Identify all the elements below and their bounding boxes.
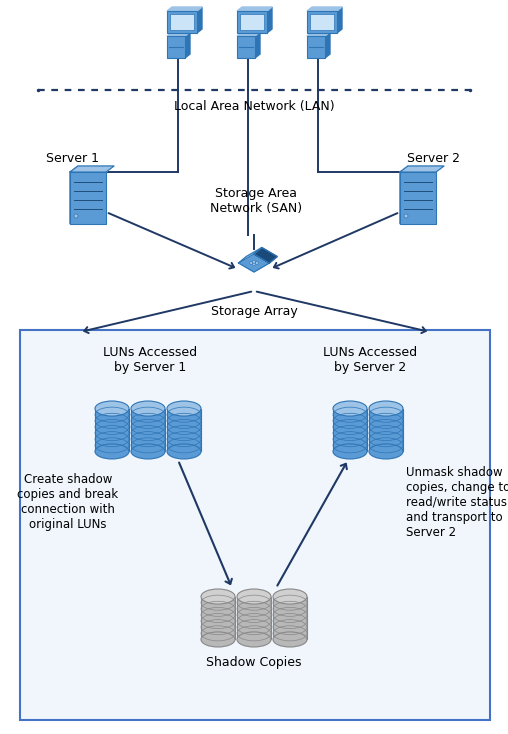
Polygon shape (267, 7, 272, 33)
Ellipse shape (95, 401, 129, 416)
Bar (237, 597, 271, 639)
Bar (310, 14, 334, 30)
Text: Storage Array: Storage Array (211, 305, 297, 318)
Bar (240, 14, 264, 30)
Ellipse shape (273, 589, 307, 604)
Ellipse shape (369, 401, 403, 416)
Ellipse shape (131, 401, 165, 416)
Bar (167, 409, 201, 451)
Text: Local Area Network (LAN): Local Area Network (LAN) (174, 100, 334, 113)
Polygon shape (167, 32, 190, 36)
Bar (131, 409, 165, 451)
Polygon shape (239, 247, 262, 263)
Text: LUNs Accessed
by Server 2: LUNs Accessed by Server 2 (323, 346, 417, 374)
Polygon shape (307, 7, 342, 11)
Text: Shadow Copies: Shadow Copies (206, 656, 302, 669)
Ellipse shape (333, 444, 367, 459)
Bar (307, 11, 337, 33)
Circle shape (252, 263, 256, 266)
Polygon shape (325, 32, 330, 58)
Polygon shape (70, 166, 114, 172)
Polygon shape (307, 32, 330, 36)
Text: Unmask shadow
copies, change to
read/write status,
and transport to
Server 2: Unmask shadow copies, change to read/wri… (406, 465, 508, 539)
Polygon shape (197, 7, 202, 33)
Circle shape (256, 261, 258, 264)
Bar (369, 409, 403, 451)
Text: Create shadow
copies and break
connection with
original LUNs: Create shadow copies and break connectio… (17, 473, 118, 531)
Circle shape (404, 214, 408, 218)
Bar (167, 36, 185, 58)
Bar (201, 597, 235, 639)
Bar (70, 172, 106, 224)
Ellipse shape (333, 401, 367, 416)
Bar (237, 11, 267, 33)
Polygon shape (237, 7, 272, 11)
Polygon shape (239, 254, 269, 272)
Text: LUNs Accessed
by Server 1: LUNs Accessed by Server 1 (103, 346, 197, 374)
Polygon shape (400, 166, 408, 224)
Ellipse shape (273, 632, 307, 647)
Text: Storage Area
Network (SAN): Storage Area Network (SAN) (210, 187, 302, 215)
Circle shape (74, 214, 78, 218)
Polygon shape (255, 32, 260, 58)
Bar (307, 36, 325, 58)
Text: Server 1: Server 1 (46, 151, 99, 164)
Ellipse shape (237, 589, 271, 604)
Polygon shape (167, 7, 202, 11)
Bar (95, 409, 129, 451)
Bar (273, 597, 307, 639)
Ellipse shape (95, 444, 129, 459)
Ellipse shape (201, 632, 235, 647)
Ellipse shape (369, 444, 403, 459)
Bar (400, 172, 436, 224)
FancyBboxPatch shape (20, 330, 490, 720)
Ellipse shape (131, 444, 165, 459)
Polygon shape (185, 32, 190, 58)
Circle shape (252, 261, 256, 264)
Polygon shape (237, 32, 260, 36)
Polygon shape (337, 7, 342, 33)
Text: Server 2: Server 2 (407, 151, 460, 164)
Bar (167, 11, 197, 33)
Ellipse shape (201, 589, 235, 604)
Bar (333, 409, 367, 451)
Bar (170, 14, 194, 30)
Circle shape (250, 261, 252, 264)
Polygon shape (400, 166, 444, 172)
Ellipse shape (167, 401, 201, 416)
Bar (237, 36, 255, 58)
Polygon shape (254, 247, 277, 263)
Ellipse shape (237, 632, 271, 647)
Ellipse shape (167, 444, 201, 459)
Polygon shape (70, 166, 78, 224)
